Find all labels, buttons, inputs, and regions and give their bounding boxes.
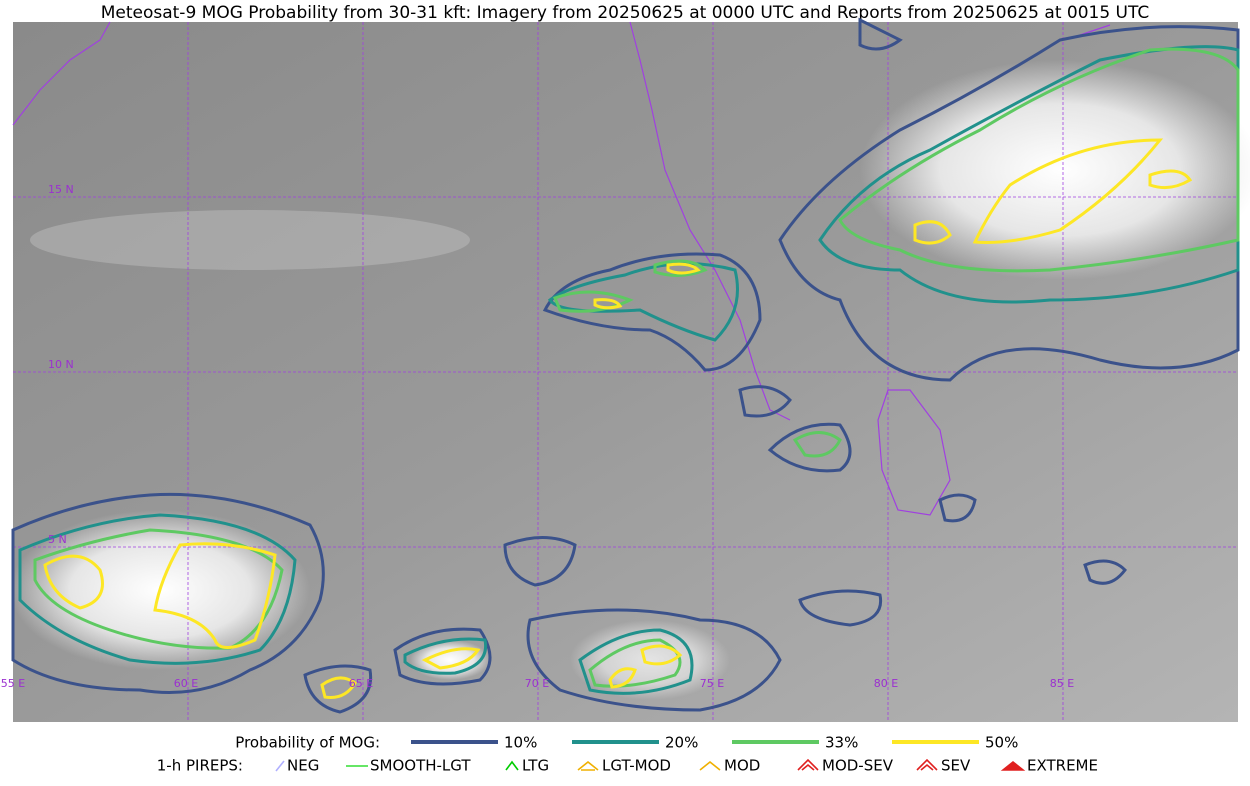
pirep-symbol	[916, 758, 938, 771]
lon-label: 60 E	[174, 677, 198, 690]
pirep-symbol	[275, 760, 285, 772]
legend-label: 50%	[985, 734, 1018, 752]
grid	[13, 22, 1238, 722]
lat-labels: 15 N 10 N 5 N	[48, 183, 74, 546]
legend-label: 10%	[504, 734, 537, 752]
lon-labels: 55 E 60 E 65 E 70 E 75 E 80 E 85 E	[1, 677, 1074, 690]
lon-label: 80 E	[874, 677, 898, 690]
lat-label: 15 N	[48, 183, 74, 196]
coastline	[12, 21, 1111, 516]
pirep-symbol	[577, 760, 599, 771]
legend-title: Probability of MOG:	[235, 734, 380, 752]
legend-label: LTG	[522, 757, 549, 775]
pirep-symbol	[1000, 760, 1026, 771]
lon-label: 55 E	[1, 677, 25, 690]
legend: Probability of MOG: 1-h PIREPS: 10% 20% 33…	[157, 734, 1098, 775]
pirep-symbol	[505, 760, 519, 771]
pirep-symbol	[699, 760, 721, 771]
legend-label: SEV	[941, 757, 971, 775]
legend-title: 1-h PIREPS:	[157, 757, 243, 775]
legend-label: NEG	[287, 757, 319, 775]
lat-label: 5 N	[48, 533, 67, 546]
legend-label: SMOOTH-LGT	[370, 757, 471, 775]
legend-label: MOD	[724, 757, 760, 775]
legend-label: LGT-MOD	[602, 757, 671, 775]
lat-label: 10 N	[48, 358, 74, 371]
pirep-symbol	[797, 758, 819, 771]
title: Meteosat-9 MOG Probability from 30-31 kf…	[101, 3, 1150, 23]
lon-label: 85 E	[1050, 677, 1074, 690]
lon-label: 70 E	[525, 677, 549, 690]
contours	[11, 17, 1240, 714]
legend-label: MOD-SEV	[822, 757, 894, 775]
legend-label: EXTREME	[1027, 757, 1098, 775]
legend-label: 33%	[825, 734, 858, 752]
legend-label: 20%	[665, 734, 698, 752]
lon-label: 75 E	[700, 677, 724, 690]
lon-label: 65 E	[349, 677, 373, 690]
